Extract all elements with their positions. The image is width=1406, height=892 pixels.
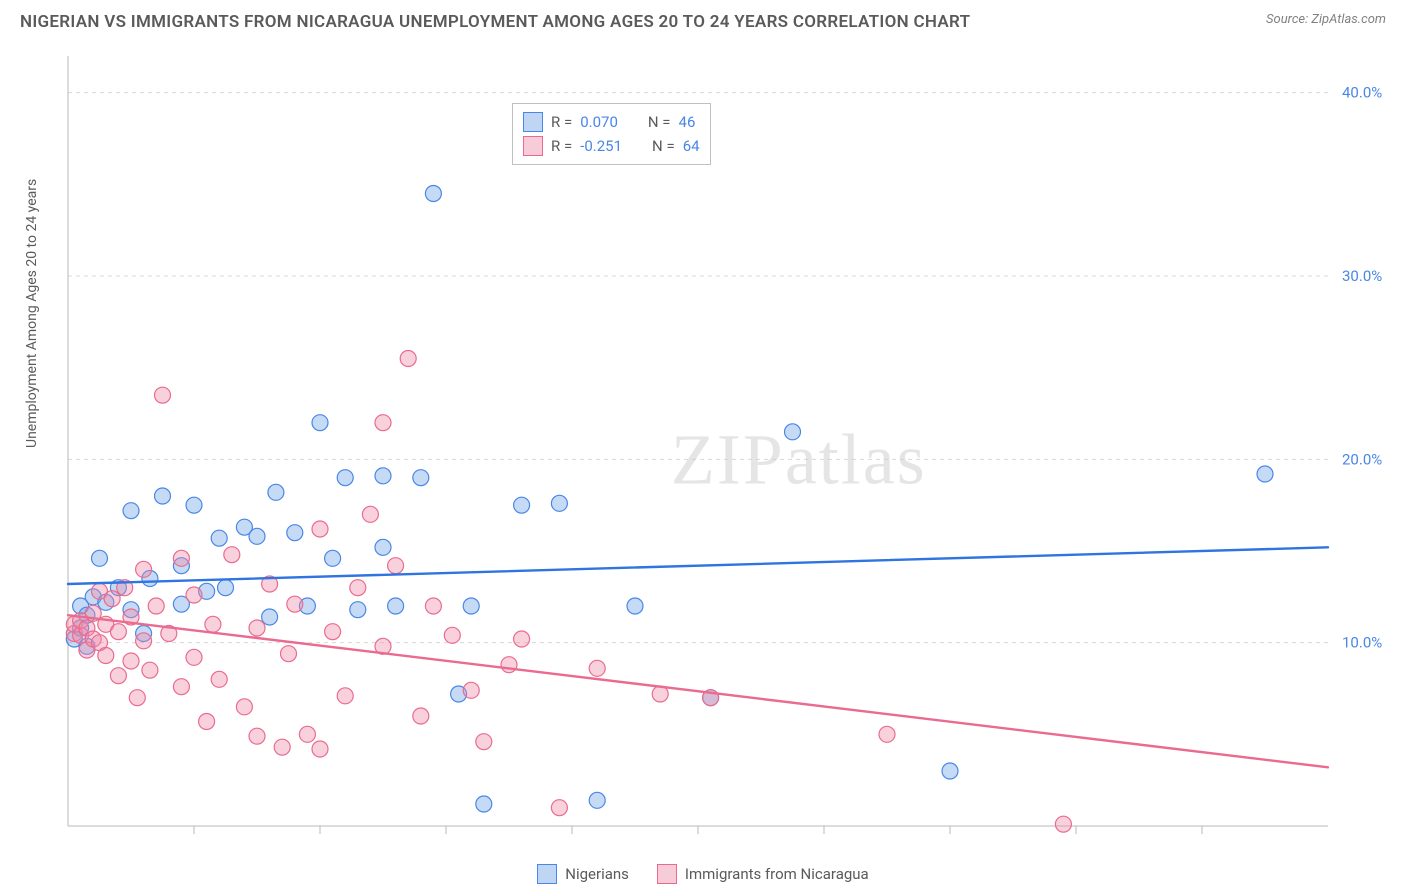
stats-label: R = (551, 110, 572, 134)
chart-source: Source: ZipAtlas.com (1266, 12, 1386, 27)
legend-item-nigerians: Nigerians (537, 864, 629, 884)
series-legend: Nigerians Immigrants from Nicaragua (0, 864, 1406, 884)
stats-value: 64 (683, 134, 700, 158)
stats-row-nigerians: R = 0.070 N = 46 (523, 110, 700, 134)
swatch-icon (657, 864, 677, 884)
scatter-chart: ZIPatlas10.0%20.0%30.0%40.0%0.0%20.0% (50, 48, 1390, 838)
swatch-icon (523, 112, 543, 132)
svg-text:0.0%: 0.0% (58, 836, 90, 838)
stats-value: -0.251 (580, 134, 622, 158)
svg-text:20.0%: 20.0% (1314, 836, 1354, 838)
svg-text:30.0%: 30.0% (1342, 267, 1382, 285)
swatch-icon (537, 864, 557, 884)
swatch-icon (523, 136, 543, 156)
svg-text:10.0%: 10.0% (1342, 634, 1382, 652)
stats-label: N = (652, 134, 675, 158)
y-axis-label: Unemployment Among Ages 20 to 24 years (24, 179, 40, 448)
legend-label: Immigrants from Nicaragua (685, 865, 869, 883)
stats-row-nicaragua: R = -0.251 N = 64 (523, 134, 700, 158)
chart-container: Unemployment Among Ages 20 to 24 years Z… (50, 48, 1390, 838)
chart-title: NIGERIAN VS IMMIGRANTS FROM NICARAGUA UN… (20, 12, 970, 32)
legend-label: Nigerians (565, 865, 629, 883)
stats-value: 0.070 (580, 110, 618, 134)
legend-item-nicaragua: Immigrants from Nicaragua (657, 864, 869, 884)
svg-text:40.0%: 40.0% (1342, 84, 1382, 102)
stats-value: 46 (679, 110, 696, 134)
svg-text:20.0%: 20.0% (1342, 450, 1382, 468)
stats-label: N = (648, 110, 671, 134)
stats-legend-box: R = 0.070 N = 46 R = -0.251 N = 64 (512, 103, 711, 165)
stats-label: R = (551, 134, 572, 158)
